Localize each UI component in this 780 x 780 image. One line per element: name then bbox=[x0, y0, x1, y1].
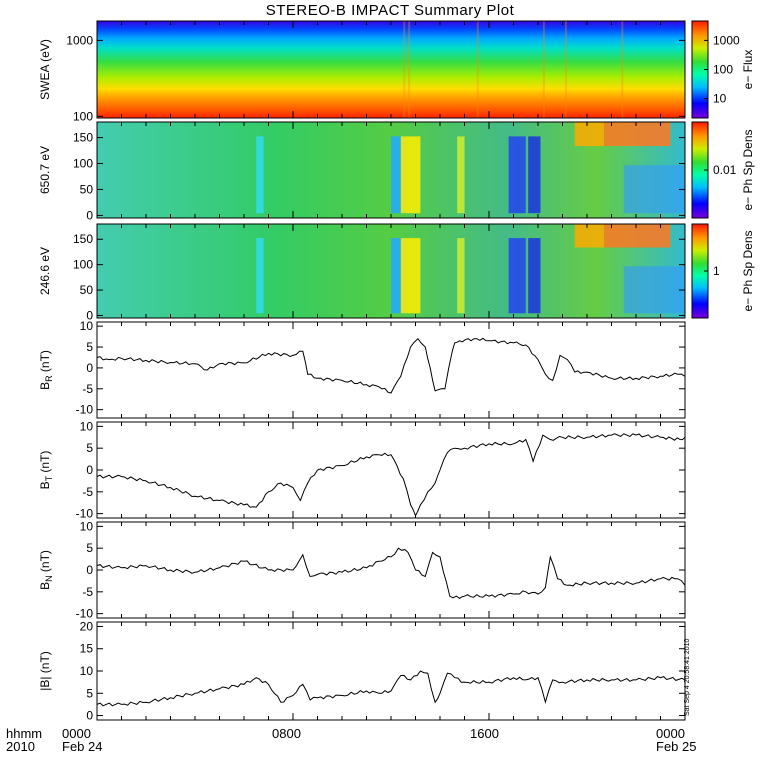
x-tick-0000-end: 0000 bbox=[656, 726, 685, 741]
pad246-ytick-label: 50 bbox=[80, 283, 94, 297]
pad246-feature bbox=[528, 238, 541, 314]
bmag-series-line bbox=[96, 670, 686, 707]
bmag-ylabel: |B| (nT) bbox=[38, 651, 52, 691]
bmag-ytick-label: 0 bbox=[86, 709, 93, 723]
year-label: 2010 bbox=[6, 739, 35, 754]
pad246-feature bbox=[623, 266, 685, 314]
swea-colorbar-label: e− Flux bbox=[741, 50, 755, 90]
swea-stripe bbox=[542, 21, 545, 118]
bmag-ytick-label: 20 bbox=[80, 619, 94, 633]
swea-spectrogram bbox=[97, 21, 685, 118]
pad246-feature bbox=[457, 238, 465, 314]
bt-frame bbox=[96, 421, 686, 519]
pad246-ytick-label: 0 bbox=[86, 308, 93, 322]
swea-ylabel: SWEA (eV) bbox=[38, 39, 52, 100]
pad650-ytick-label: 150 bbox=[73, 131, 93, 145]
bmag-frame bbox=[96, 621, 686, 721]
pad650-colorbar-label: e− Ph Sp Dens bbox=[741, 129, 755, 210]
pad246-feature bbox=[604, 224, 671, 248]
pad650-ytick-label: 0 bbox=[86, 208, 93, 222]
x-tick-0800: 0800 bbox=[272, 726, 301, 741]
pad246-colorbar-tick-label: 1 bbox=[713, 264, 720, 278]
swea-colorbar-tick-label: 100 bbox=[713, 63, 733, 77]
br-series-line bbox=[96, 337, 686, 394]
plot-title: STEREO-B IMPACT Summary Plot bbox=[265, 2, 515, 19]
br-ytick-label: 10 bbox=[80, 319, 94, 333]
swea-stripe bbox=[564, 21, 567, 118]
timestamp-stamp: Sat Sep 4 20:58:41 2010 bbox=[682, 626, 696, 716]
bn-ytick-label: 5 bbox=[86, 541, 93, 555]
br-ylabel: BR (nT) bbox=[38, 350, 54, 390]
swea-colorbar-tick-label: 1000 bbox=[713, 33, 740, 47]
pad650-feature bbox=[604, 122, 671, 146]
pad650-feature bbox=[623, 165, 685, 214]
pad650-feature bbox=[256, 136, 264, 214]
swea-stripe bbox=[476, 21, 479, 118]
pad650-ylabel: 650.7 eV bbox=[38, 146, 52, 194]
swea-ytick-label: 1000 bbox=[66, 33, 93, 47]
bt-ytick-label: 10 bbox=[80, 419, 94, 433]
pad650-feature bbox=[457, 136, 465, 214]
pad246-feature bbox=[400, 238, 421, 314]
x-tick-0000-start: 0000 bbox=[62, 726, 91, 741]
date-end: Feb 25 bbox=[656, 739, 697, 754]
bn-frame bbox=[96, 521, 686, 619]
bt-ytick-label: -5 bbox=[82, 485, 93, 499]
bn-ytick-label: -10 bbox=[76, 607, 94, 621]
pad246-feature bbox=[574, 224, 605, 248]
br-ytick-label: 0 bbox=[86, 361, 93, 375]
bmag-ytick-label: 5 bbox=[86, 686, 93, 700]
br-frame bbox=[96, 321, 686, 419]
swea-stripe bbox=[408, 21, 411, 118]
pad246-ytick-label: 100 bbox=[73, 258, 93, 272]
br-ytick-label: -10 bbox=[76, 403, 94, 417]
pad650-ytick-label: 100 bbox=[73, 157, 93, 171]
bt-ytick-label: 0 bbox=[86, 463, 93, 477]
pad650-feature bbox=[508, 136, 526, 214]
bt-ytick-label: -10 bbox=[76, 507, 94, 521]
br-ytick-label: -5 bbox=[82, 382, 93, 396]
bn-ytick-label: -5 bbox=[82, 585, 93, 599]
bn-ylabel: BN (nT) bbox=[38, 550, 54, 590]
bn-ytick-label: 0 bbox=[86, 563, 93, 577]
pad246-colorbar-label: e− Ph Sp Dens bbox=[741, 230, 755, 311]
pad650-feature bbox=[528, 136, 541, 214]
pad246-ytick-label: 150 bbox=[73, 232, 93, 246]
bt-ylabel: BT (nT) bbox=[38, 451, 54, 490]
bmag-ytick-label: 15 bbox=[80, 642, 94, 656]
x-tick-1600: 1600 bbox=[470, 726, 499, 741]
pad650-ytick-label: 50 bbox=[80, 182, 94, 196]
pad246-feature bbox=[256, 238, 264, 314]
bn-series-line bbox=[96, 547, 686, 600]
pad246-feature bbox=[508, 238, 526, 314]
bt-ytick-label: 5 bbox=[86, 441, 93, 455]
hhmm-label: hhmm bbox=[6, 726, 43, 741]
date-start: Feb 24 bbox=[62, 739, 103, 754]
pad650-feature bbox=[574, 122, 605, 146]
swea-stripe bbox=[403, 21, 406, 118]
bmag-ytick-label: 10 bbox=[80, 664, 94, 678]
pad246-ylabel: 246.6 eV bbox=[38, 247, 52, 295]
swea-stripe bbox=[621, 21, 624, 118]
pad650-feature bbox=[400, 136, 421, 214]
br-ytick-label: 5 bbox=[86, 340, 93, 354]
swea-colorbar-tick-label: 10 bbox=[713, 92, 727, 106]
swea-ytick-label: 100 bbox=[73, 109, 93, 123]
timestamp-text: Sat Sep 4 20:58:41 2010 bbox=[684, 638, 691, 716]
pad650-colorbar-tick-label: 0.01 bbox=[713, 163, 737, 177]
bn-ytick-label: 10 bbox=[80, 519, 94, 533]
bt-series-line bbox=[96, 433, 686, 518]
